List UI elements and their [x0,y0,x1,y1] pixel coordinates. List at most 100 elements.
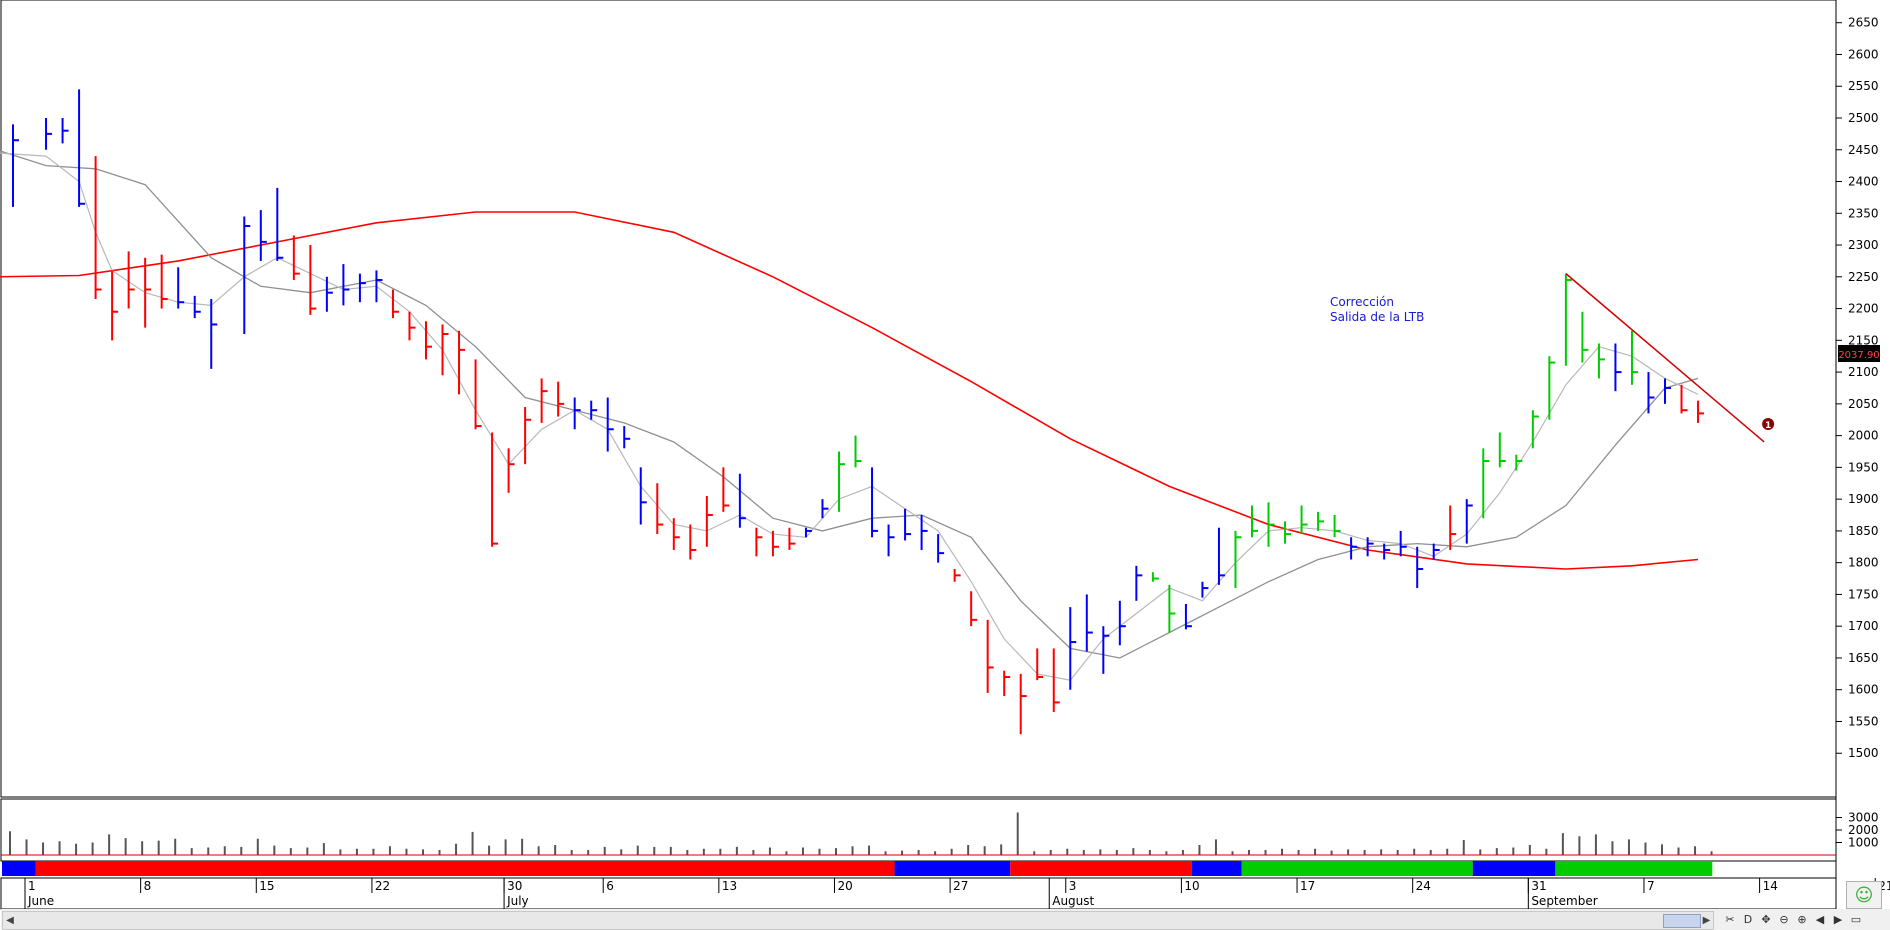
marker-label: 1 [1765,421,1771,431]
price-tick-label: 2450 [1848,143,1879,157]
day-label: 31 [1531,879,1546,893]
volume-bars-layer [9,812,1713,855]
price-tick-label: 1800 [1848,556,1879,570]
price-bar [1333,515,1341,538]
price-bar [771,530,779,557]
price-tick-label: 2000 [1848,429,1879,443]
price-bar [243,216,251,334]
trend-strip-segment [1191,861,1242,876]
price-bar [854,435,862,468]
day-label: 8 [144,879,152,893]
price-bar [986,619,994,693]
trend-strip-segment [2,861,36,876]
price-bar [12,124,19,207]
price-tick-label: 1750 [1848,587,1879,601]
price-bar [408,311,416,341]
price-bar [1317,511,1325,531]
price-bar [788,527,796,550]
price-bar [1102,626,1110,674]
price-bar [425,321,432,360]
price-bar [1184,603,1192,630]
toolbar-buttons: ✂ D ✥ ⊖ ⊕ ◀ ▶ ▭ [1722,911,1864,928]
trendline-layer: 1 [1565,273,1775,443]
status-face-icon[interactable]: ☺ [1846,881,1882,909]
price-bar [1135,565,1143,601]
price-bar [1003,670,1011,697]
price-tick-label: 1500 [1848,746,1879,760]
next-icon[interactable]: ▶ [1833,913,1843,926]
price-bar [1168,584,1176,633]
day-label: 24 [1416,879,1431,893]
price-bar [1498,432,1506,468]
price-bar [491,432,499,547]
price-bar [540,378,548,423]
day-label: 13 [722,879,737,893]
resistance-trendline [1565,273,1765,443]
zoom-in-icon[interactable]: ⊕ [1797,913,1807,926]
scroll-thumb[interactable] [1663,914,1701,928]
price-bar [953,569,961,582]
price-bar [1366,537,1374,557]
trend-strip-segment [1010,861,1192,876]
price-bar [871,467,879,538]
price-tick-label: 1600 [1848,683,1879,697]
day-label: 14 [1763,879,1778,893]
price-bar [193,295,201,319]
price-bar [1416,546,1424,589]
price-bar [1300,505,1308,535]
cut-icon[interactable]: ✂ [1725,913,1735,926]
price-axis: 1500 1550 1600 1650 1700 1750 1800 1850 1900 1950… [1836,16,1879,760]
price-tick-label: 2550 [1848,79,1879,93]
price-bar [1614,343,1622,392]
price-bar [111,270,119,341]
price-tick-label: 2500 [1848,111,1879,125]
price-bar [1630,330,1638,385]
price-bar [441,324,449,376]
price-tick-label: 2250 [1848,270,1879,284]
previous-icon[interactable]: ◀ [1815,913,1825,926]
price-tick-label: 1850 [1848,524,1879,538]
price-bar [705,495,713,547]
price-bar [1647,372,1655,414]
month-label: September [1531,894,1597,908]
trend-color-strip [2,861,1713,876]
price-bar [1350,537,1358,560]
price-bar [1482,448,1490,519]
trend-strip-segment [35,861,895,876]
price-tick-label: 2650 [1848,16,1879,30]
price-bar [1151,572,1159,582]
price-bar [45,117,53,150]
window-icon[interactable]: ▭ [1850,913,1862,926]
zoom-out-icon[interactable]: ⊖ [1779,913,1789,926]
trend-strip-segment [894,861,1011,876]
price-bar [144,257,152,328]
price-bar [937,534,945,563]
last-price-value: 2037.90 [1838,350,1879,361]
price-bar [1531,410,1539,449]
scroll-left-icon[interactable]: ◀ [6,915,14,926]
scroll-right-icon[interactable]: ▶ [1702,915,1711,926]
price-bar [342,264,350,306]
price-bar [656,483,664,535]
day-label: 6 [606,879,614,893]
price-tick-label: 1700 [1848,619,1879,633]
price-tick-label: 2200 [1848,302,1879,316]
trend-strip-segment [1241,861,1473,876]
day-label: 3 [1069,879,1077,893]
price-bar [755,527,763,557]
day-label: 27 [953,879,968,893]
price-bar [391,289,399,319]
price-bar [474,359,482,430]
draw-icon[interactable]: D [1743,913,1753,926]
price-bar [1019,673,1027,735]
price-bar [1383,543,1391,560]
price-bar [738,473,746,528]
day-label: 20 [837,879,852,893]
trend-strip-segment [1555,861,1713,876]
date-axis: 181522306132027310172431714212851319262J… [24,878,1890,909]
price-tick-label: 2350 [1848,206,1879,220]
price-bar [639,467,647,525]
price-bar [1449,505,1457,550]
horizontal-scrollbar[interactable]: ◀ ▶ [2,911,1714,930]
pan-icon[interactable]: ✥ [1761,913,1771,926]
